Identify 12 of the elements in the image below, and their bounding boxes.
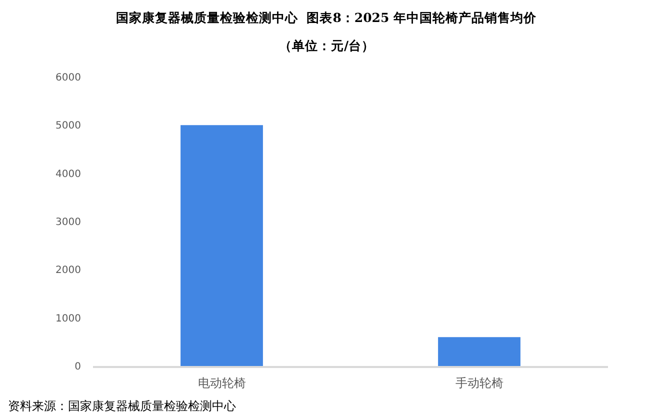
y-tick-label: 4000 — [56, 168, 81, 180]
y-tick-label: 6000 — [56, 72, 81, 84]
x-tick-label: 电动轮椅 — [198, 376, 246, 390]
y-tick-label: 1000 — [56, 313, 81, 324]
y-tick-label: 0 — [74, 362, 81, 372]
chart-subtitle: （单位：元/台） — [279, 38, 375, 53]
chart-title: 国家康复器械质量检验检测中心 图表8：2025 年中国轮椅产品销售均价 — [116, 10, 538, 25]
y-tick-label: 3000 — [56, 217, 81, 228]
y-tick-label: 5000 — [56, 120, 81, 132]
text: 资料来源：国家康复器械质量检验检测中心 — [8, 399, 236, 413]
y-tick-label: 2000 — [56, 265, 81, 276]
x-tick-label: 手动轮椅 — [455, 376, 504, 390]
